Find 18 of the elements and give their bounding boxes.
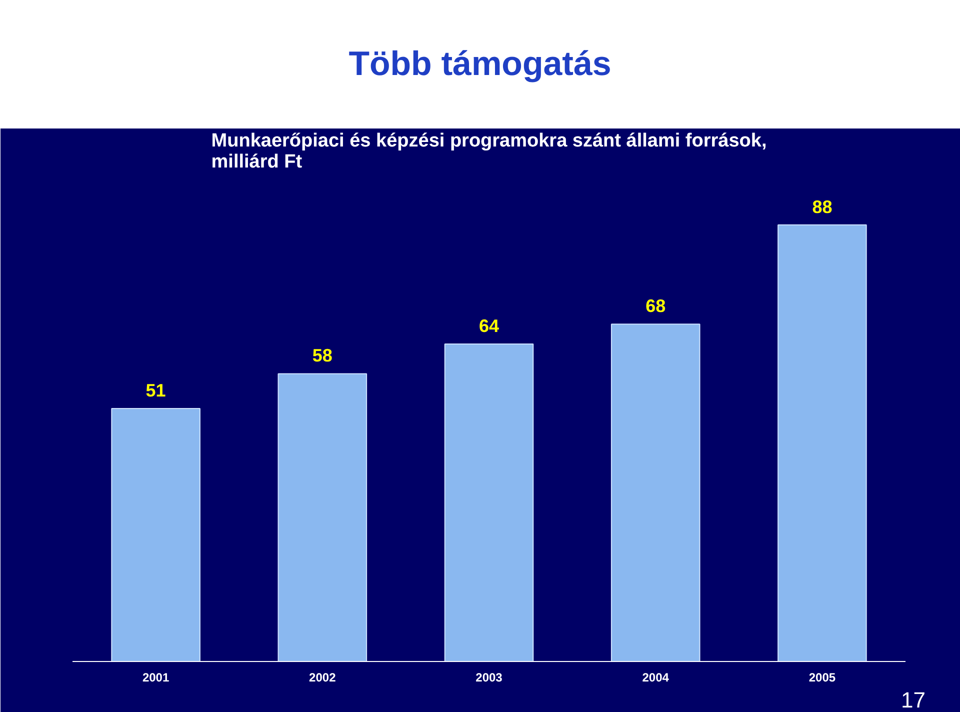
- x-tick-label: 2001: [142, 670, 170, 684]
- bar: [111, 408, 200, 662]
- chart-subtitle: Munkaerőpiaci és képzési programokra szánt állami források, milliárd Ft: [211, 130, 767, 172]
- x-tick-label: 2003: [476, 670, 503, 684]
- data-label: 88: [812, 196, 832, 217]
- data-label: 64: [478, 316, 500, 336]
- bar: [778, 224, 867, 662]
- chart-title: Több támogatás: [348, 44, 612, 85]
- x-tick-label: 2004: [642, 670, 670, 684]
- x-tick-label: 2002: [309, 670, 336, 684]
- data-label: 58: [312, 346, 332, 366]
- bar: [278, 373, 368, 662]
- bar: [444, 343, 534, 662]
- x-tick-label: 2005: [808, 670, 836, 684]
- data-label: 68: [646, 296, 666, 316]
- text: 17: [901, 688, 926, 712]
- data-label: 51: [146, 380, 166, 400]
- bar: [610, 324, 700, 662]
